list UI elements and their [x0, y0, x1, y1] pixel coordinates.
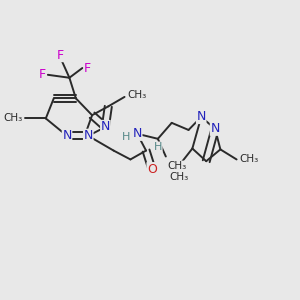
Text: F: F [57, 49, 64, 62]
Text: N: N [133, 127, 142, 140]
Text: N: N [62, 129, 72, 142]
Text: CH₃: CH₃ [128, 90, 147, 100]
Text: CH₃: CH₃ [239, 154, 259, 164]
Text: F: F [39, 68, 46, 81]
Text: O: O [147, 163, 157, 176]
Text: N: N [101, 121, 110, 134]
Text: H: H [122, 132, 130, 142]
Text: H: H [154, 142, 162, 152]
Text: CH₃: CH₃ [167, 161, 187, 171]
Text: N: N [210, 122, 220, 135]
Text: CH₃: CH₃ [169, 172, 188, 182]
Text: N: N [84, 129, 93, 142]
Text: CH₃: CH₃ [3, 113, 22, 123]
Text: N: N [196, 110, 206, 124]
Text: F: F [84, 61, 91, 74]
